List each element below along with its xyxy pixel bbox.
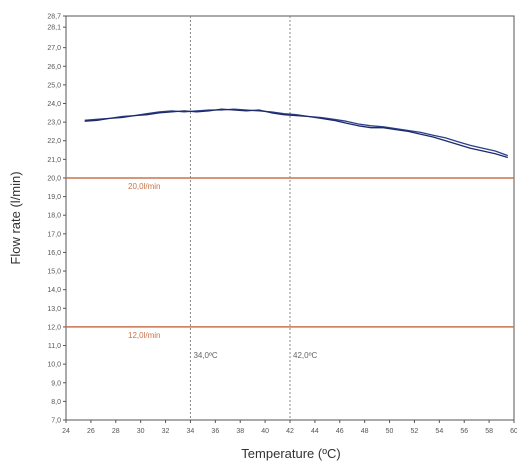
y-tick-label: 27,0 [47,45,61,52]
x-tick-label: 34 [187,428,195,435]
x-tick-label: 58 [485,428,493,435]
y-tick-label: 8,0 [51,399,61,406]
x-tick-label: 36 [211,428,219,435]
y-tick-label: 16,0 [47,250,61,257]
x-tick-label: 42 [286,428,294,435]
y-tick-label: 25,0 [47,82,61,89]
threshold-label: 20,0l/min [128,182,160,191]
y-tick-label: 10,0 [47,362,61,369]
x-tick-label: 56 [460,428,468,435]
flow-rate-series-line-2 [84,108,508,159]
x-axis-ticks: 24 26 28 30 32 34 36 38 40 42 44 46 48 50 52 54 56 58 60 [62,420,517,435]
y-tick-label: 7,0 [51,418,61,425]
y-tick-label: 14,0 [47,287,61,294]
x-tick-label: 50 [386,428,394,435]
x-axis-title: Temperature (ºC) [241,446,340,461]
y-tick-label: 26,0 [47,64,61,71]
x-tick-label: 54 [435,428,443,435]
y-tick-label: 12,0 [47,324,61,331]
x-tick-label: 32 [162,428,170,435]
y-tick-label: 20,0 [47,175,61,182]
y-tick-label: 21,0 [47,157,61,164]
flow-rate-series-line-1 [84,108,509,157]
temperature-marker-label: 42,0ºC [293,351,317,360]
y-tick-label: 28,7 [47,14,61,21]
x-tick-label: 40 [261,428,269,435]
x-tick-label: 38 [236,428,244,435]
y-tick-label: 19,0 [47,194,61,201]
x-tick-label: 52 [411,428,419,435]
y-tick-label: 11,0 [48,343,61,350]
threshold-label: 12,0l/min [128,331,160,340]
x-tick-label: 44 [311,428,319,435]
y-tick-label: 24,0 [47,101,61,108]
y-tick-label: 22,0 [47,138,61,145]
y-tick-label: 15,0 [47,269,61,276]
y-tick-label: 17,0 [47,231,61,238]
y-tick-label: 9,0 [51,380,61,387]
y-tick-label: 28,1 [47,25,61,32]
x-tick-label: 28 [112,428,120,435]
y-tick-label: 18,0 [47,213,61,220]
y-axis-ticks: 28,7 28,1 27,0 26,0 25,0 24,0 23,0 22,0 21,0 20,0… [47,14,66,425]
x-tick-label: 26 [87,428,95,435]
y-tick-label: 13,0 [47,306,61,313]
x-tick-label: 30 [137,428,145,435]
reference-lines: 20,0l/min 12,0l/min 34,0ºC 42,0ºC [66,16,514,420]
x-tick-label: 48 [361,428,369,435]
y-tick-label: 23,0 [47,120,61,127]
x-tick-label: 24 [62,428,70,435]
x-tick-label: 60 [510,428,517,435]
temperature-marker-label: 34,0ºC [193,351,217,360]
series-group [84,108,509,159]
x-tick-label: 46 [336,428,344,435]
y-axis-title: Flow rate (l/min) [8,171,23,264]
